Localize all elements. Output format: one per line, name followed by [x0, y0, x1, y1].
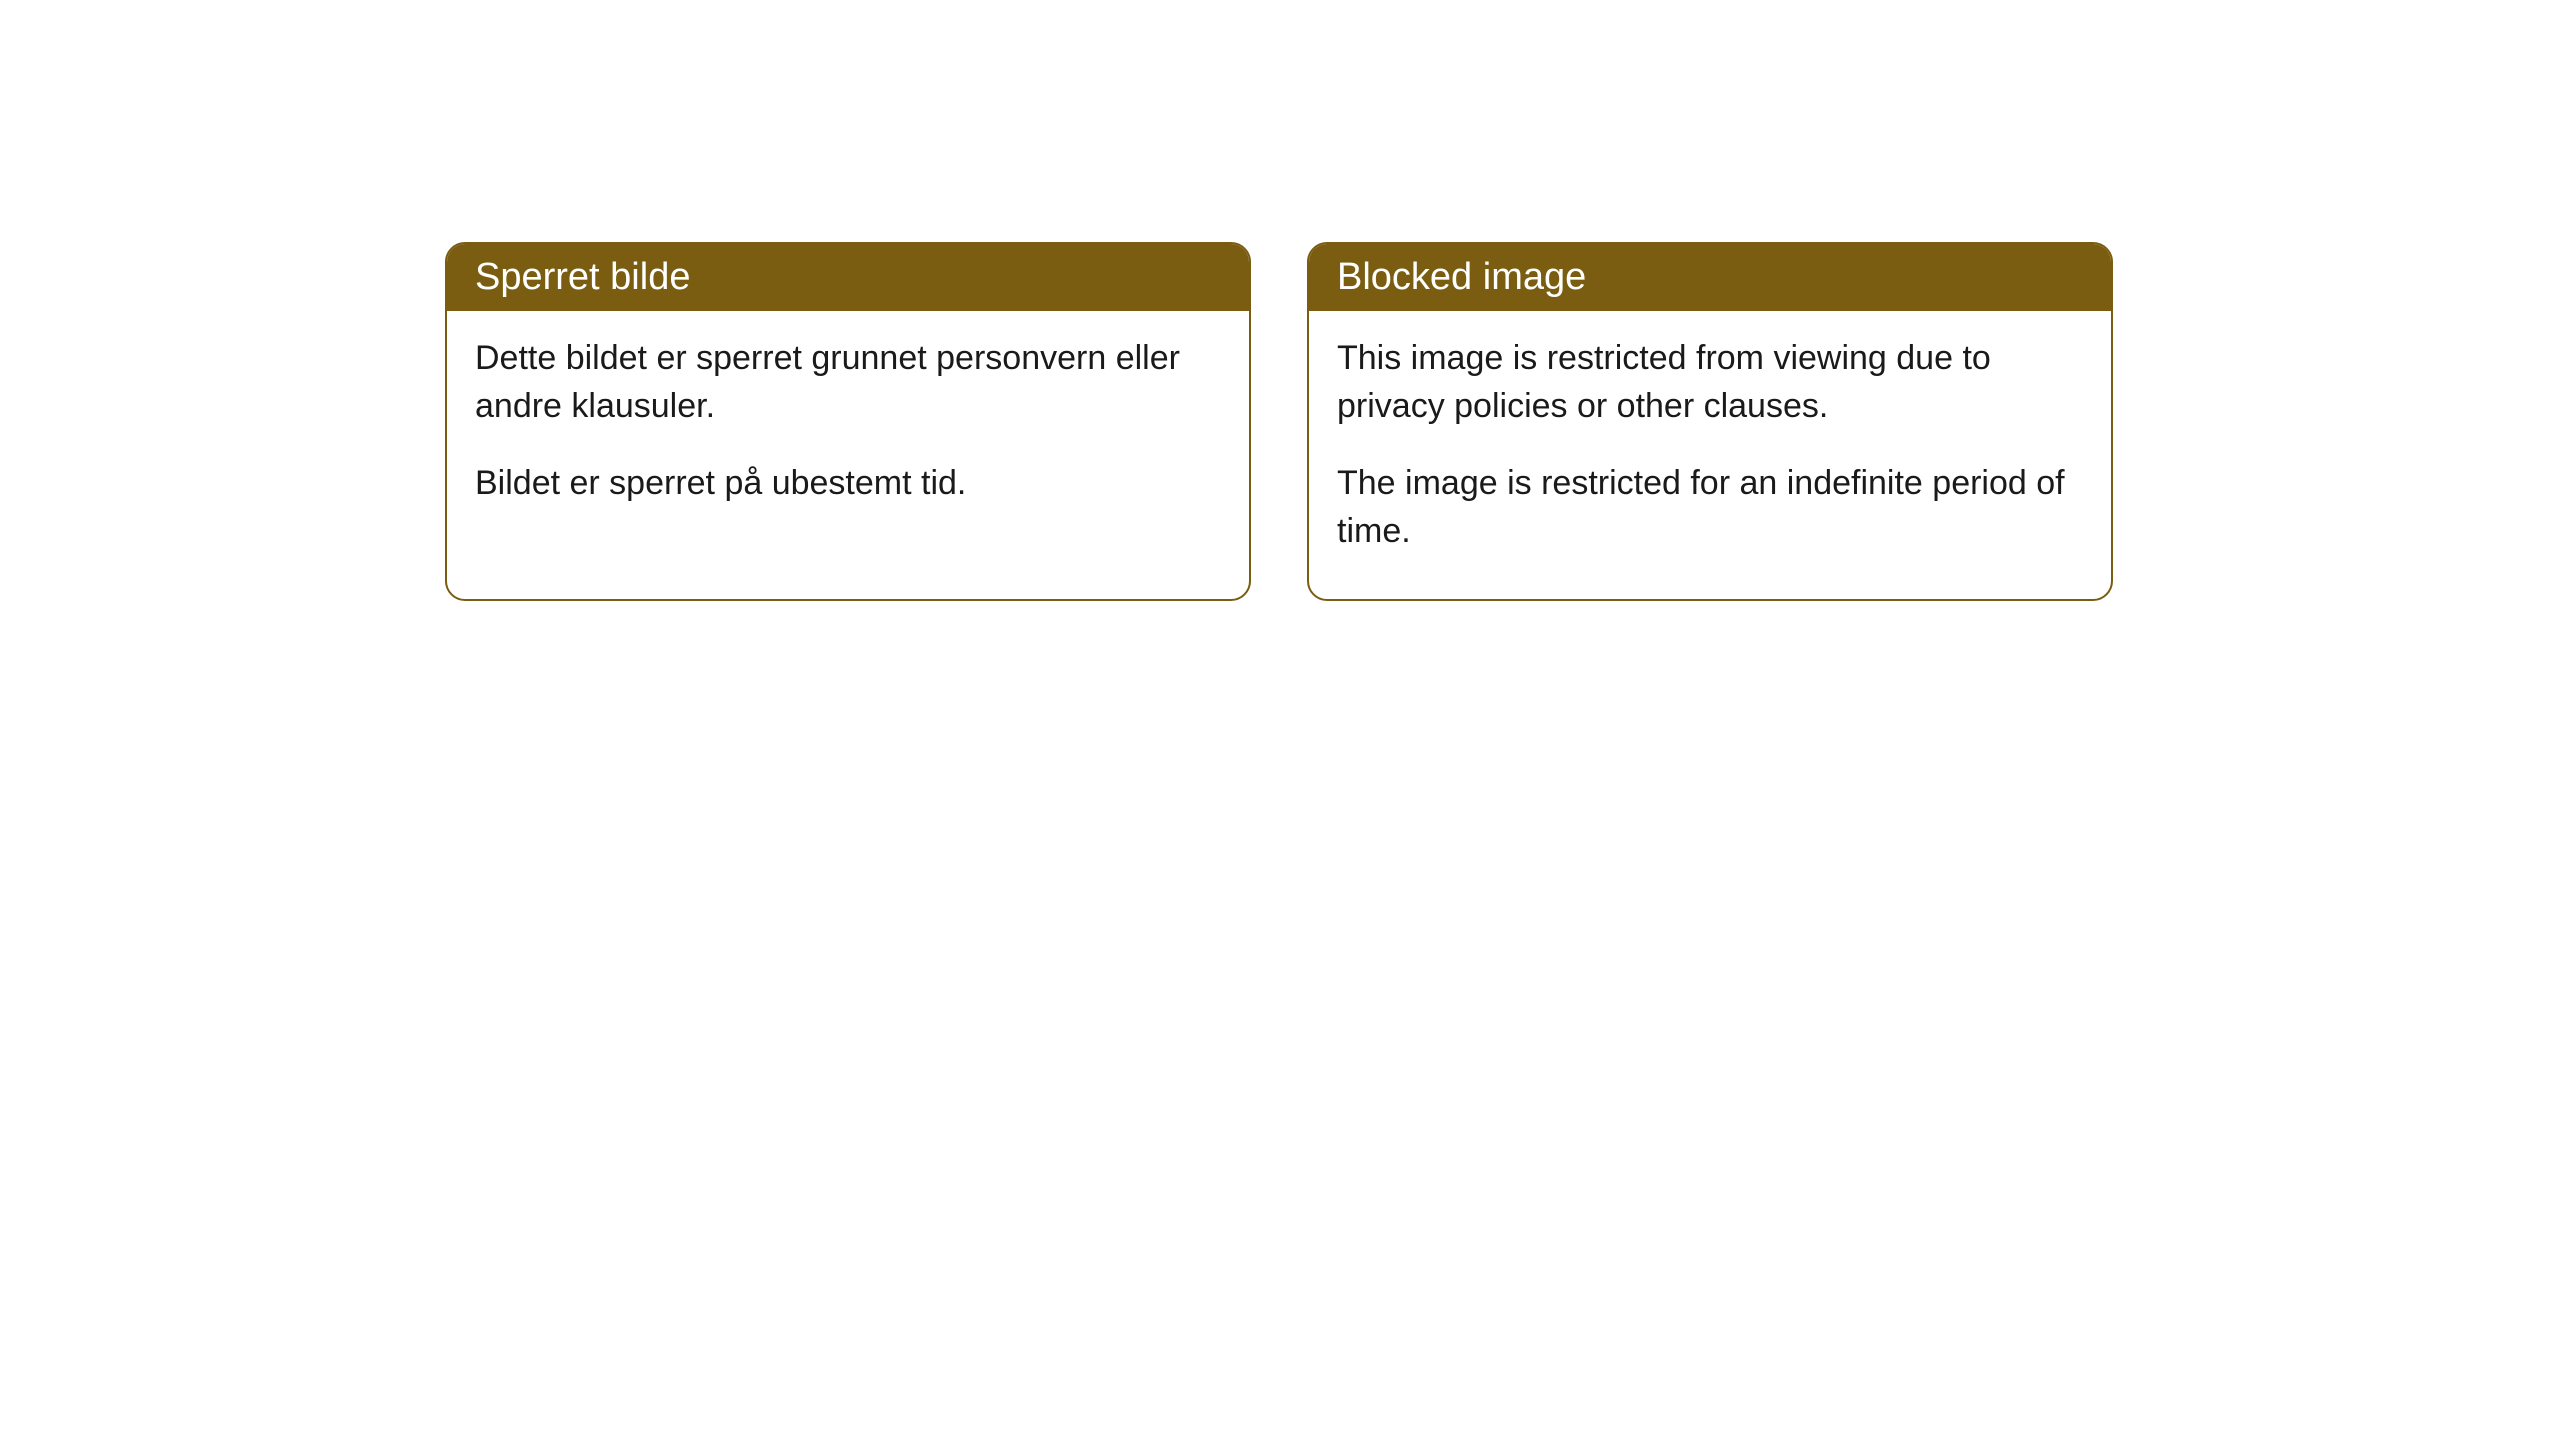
card-header: Blocked image — [1309, 244, 2111, 311]
notice-cards-container: Sperret bilde Dette bildet er sperret gr… — [445, 242, 2113, 601]
card-paragraph: Dette bildet er sperret grunnet personve… — [475, 335, 1221, 430]
card-paragraph: The image is restricted for an indefinit… — [1337, 460, 2083, 555]
card-body: Dette bildet er sperret grunnet personve… — [447, 311, 1249, 552]
card-paragraph: This image is restricted from viewing du… — [1337, 335, 2083, 430]
notice-card-english: Blocked image This image is restricted f… — [1307, 242, 2113, 601]
card-body: This image is restricted from viewing du… — [1309, 311, 2111, 599]
notice-card-norwegian: Sperret bilde Dette bildet er sperret gr… — [445, 242, 1251, 601]
card-header: Sperret bilde — [447, 244, 1249, 311]
card-paragraph: Bildet er sperret på ubestemt tid. — [475, 460, 1221, 508]
